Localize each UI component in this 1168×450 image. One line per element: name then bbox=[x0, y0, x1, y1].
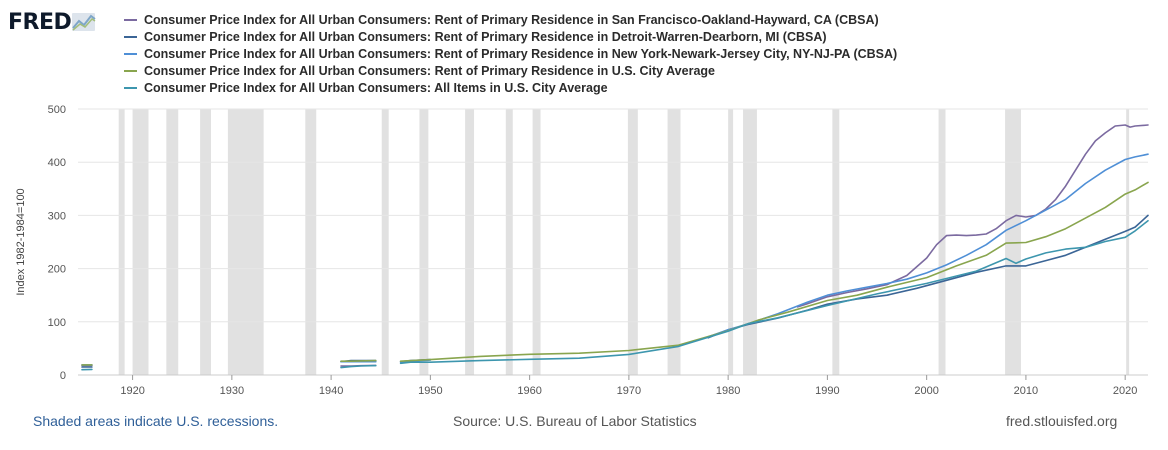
recession-band-10 bbox=[532, 109, 541, 375]
recession-band-16 bbox=[938, 109, 946, 375]
y-axis: 0 100 200 300 400 500 bbox=[48, 104, 66, 382]
recession-band-18 bbox=[1126, 109, 1130, 375]
x-tick-label-1960: 1960 bbox=[517, 385, 541, 397]
x-axis: 1920 1930 1940 1950 1960 1970 1980 1990 2000 2010… bbox=[120, 375, 1137, 397]
recession-band-7 bbox=[419, 109, 429, 375]
recession-band-4 bbox=[227, 109, 264, 375]
recession-band-11 bbox=[627, 109, 638, 375]
y-tick-label-0: 0 bbox=[60, 370, 66, 382]
y-tick-label-300: 300 bbox=[48, 210, 66, 222]
source-note: Source: U.S. Bureau of Labor Statistics bbox=[453, 413, 697, 429]
recession-band-0 bbox=[118, 109, 125, 375]
chart-series bbox=[81, 124, 1149, 371]
chart-legend: Consumer Price Index for All Urban Consu… bbox=[124, 11, 897, 96]
legend-label-3: Consumer Price Index for All Urban Consu… bbox=[144, 63, 715, 78]
legend-swatch-0 bbox=[124, 18, 137, 21]
legend-swatch-2 bbox=[124, 52, 137, 55]
recession-band-13 bbox=[728, 109, 734, 375]
x-tick-label-1950: 1950 bbox=[418, 385, 442, 397]
series-4-line-2[interactable] bbox=[399, 219, 1149, 365]
legend-label-1: Consumer Price Index for All Urban Consu… bbox=[144, 29, 827, 44]
fred-url-link[interactable]: fred.stlouisfed.org bbox=[1006, 413, 1118, 429]
legend-item-4[interactable]: Consumer Price Index for All Urban Consu… bbox=[124, 79, 897, 96]
fred-logo-text: FRED bbox=[8, 9, 72, 35]
y-tick-label-400: 400 bbox=[48, 157, 66, 169]
recession-band-5 bbox=[305, 109, 317, 375]
recession-band-9 bbox=[505, 109, 513, 375]
series-0-line-2[interactable] bbox=[796, 124, 1149, 308]
x-tick-label-1940: 1940 bbox=[319, 385, 343, 397]
y-axis-label: Index 1982-1984=100 bbox=[15, 188, 27, 295]
recession-band-6 bbox=[381, 109, 389, 375]
recession-band-14 bbox=[743, 109, 757, 375]
x-tick-label-1920: 1920 bbox=[120, 385, 144, 397]
legend-item-0[interactable]: Consumer Price Index for All Urban Consu… bbox=[124, 11, 897, 28]
x-tick-label-1930: 1930 bbox=[220, 385, 244, 397]
legend-label-0: Consumer Price Index for All Urban Consu… bbox=[144, 12, 879, 27]
recession-band-1 bbox=[132, 109, 149, 375]
legend-swatch-4 bbox=[124, 86, 137, 89]
y-tick-label-500: 500 bbox=[48, 104, 66, 116]
series-2-line-3[interactable] bbox=[707, 153, 1149, 338]
x-tick-label-2010: 2010 bbox=[1014, 385, 1038, 397]
series-4-line-1[interactable] bbox=[340, 364, 377, 369]
legend-swatch-3 bbox=[124, 69, 137, 72]
legend-label-4: Consumer Price Index for All Urban Consu… bbox=[144, 80, 608, 95]
chart-grid bbox=[78, 108, 1148, 376]
fred-logo[interactable]: FRED bbox=[8, 8, 97, 36]
recession-band-8 bbox=[465, 109, 475, 375]
series-3-line-1[interactable] bbox=[340, 359, 377, 363]
recession-shading bbox=[118, 109, 1130, 375]
chart-area: 1920 1930 1940 1950 1960 1970 1980 1990 2000 2010… bbox=[15, 104, 1149, 397]
x-tick-label-2020: 2020 bbox=[1113, 385, 1137, 397]
recession-note: Shaded areas indicate U.S. recessions. bbox=[33, 413, 279, 429]
recession-band-17 bbox=[1005, 109, 1021, 375]
recession-band-12 bbox=[667, 109, 681, 375]
legend-item-3[interactable]: Consumer Price Index for All Urban Consu… bbox=[124, 62, 897, 79]
y-tick-label-200: 200 bbox=[48, 264, 66, 276]
y-tick-label-100: 100 bbox=[48, 317, 66, 329]
recession-band-15 bbox=[832, 109, 840, 375]
series-3-line-2[interactable] bbox=[399, 181, 1149, 363]
legend-item-2[interactable]: Consumer Price Index for All Urban Consu… bbox=[124, 45, 897, 62]
x-tick-label-1990: 1990 bbox=[815, 385, 839, 397]
recession-band-2 bbox=[166, 109, 179, 375]
x-tick-label-2000: 2000 bbox=[914, 385, 938, 397]
legend-item-1[interactable]: Consumer Price Index for All Urban Consu… bbox=[124, 28, 897, 45]
x-tick-label-1970: 1970 bbox=[617, 385, 641, 397]
legend-label-2: Consumer Price Index for All Urban Consu… bbox=[144, 46, 898, 61]
legend-swatch-1 bbox=[124, 35, 137, 38]
trend-line-icon bbox=[72, 13, 96, 31]
x-tick-label-1980: 1980 bbox=[716, 385, 740, 397]
recession-band-3 bbox=[200, 109, 212, 375]
